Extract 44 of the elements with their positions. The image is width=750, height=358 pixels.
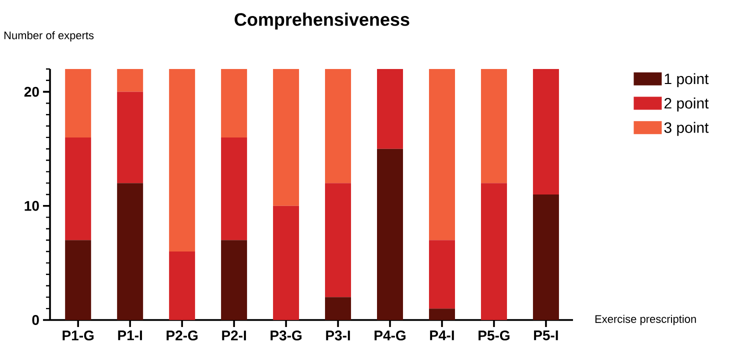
bar: [325, 297, 352, 320]
bar: [273, 206, 300, 320]
bar: [428, 240, 455, 309]
bar: [325, 183, 352, 298]
bar: [325, 68, 352, 184]
x-tick-label: P5-G: [478, 330, 510, 340]
x-tick-label: P2-G: [166, 330, 198, 340]
x-tick-label: P4-I: [430, 330, 454, 340]
bar: [117, 68, 144, 92]
x-tick-label: P1-G: [62, 330, 94, 340]
bar: [532, 68, 559, 194]
x-tick-label: P3-G: [270, 330, 302, 340]
bar: [480, 68, 507, 184]
legend-label: 1 point: [664, 73, 709, 88]
x-tick-label: P3-I: [326, 330, 350, 340]
bar: [221, 137, 248, 240]
bar: [532, 194, 559, 320]
y-tick-label: 10: [24, 200, 39, 211]
bar: [65, 240, 92, 320]
x-axis-title: Exercise prescription: [595, 314, 696, 326]
legend-label: 3 point: [664, 122, 709, 136]
bar: [480, 183, 507, 320]
bar: [65, 68, 92, 138]
chart-title: Comprehensiveness: [234, 12, 410, 30]
y-axis-title: Number of experts: [4, 31, 94, 42]
bar: [428, 68, 455, 240]
y-tick-label: 0: [32, 315, 39, 325]
bar: [221, 240, 248, 320]
bar: [117, 92, 144, 184]
bar: [377, 68, 404, 149]
bar: [169, 68, 196, 252]
x-tick-label: P2-I: [222, 330, 246, 340]
bar: [169, 252, 196, 320]
bar: [428, 308, 455, 320]
y-tick-label: 20: [24, 86, 39, 97]
x-tick-label: P4-G: [374, 330, 406, 340]
bar: [65, 137, 92, 240]
x-tick-label: P5-I: [534, 330, 558, 340]
bar: [221, 68, 248, 138]
bar: [273, 68, 300, 206]
bar: [377, 148, 404, 320]
x-tick-label: P1-I: [118, 330, 142, 340]
legend-label: 2 point: [664, 98, 709, 112]
bar: [117, 183, 144, 320]
